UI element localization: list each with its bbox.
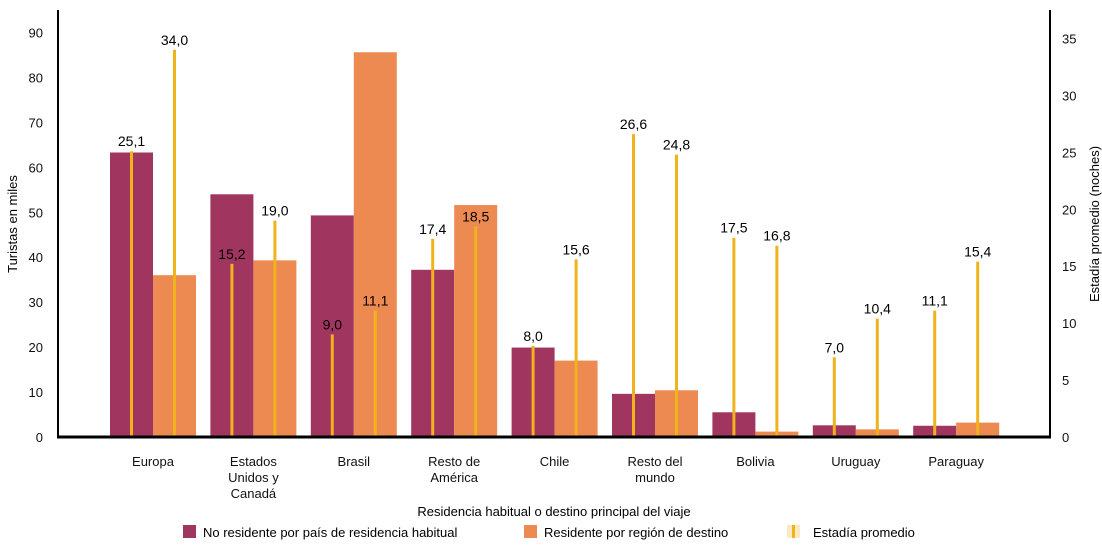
data-label-residente: 24,8 [663,137,690,153]
y2-tick-label: 35 [1062,31,1076,46]
y2-axis-title: Estadía promedio (noches) [1087,146,1102,302]
legend-swatch-residente [524,525,537,538]
y-tick-label: 70 [29,115,43,130]
y-tick-label: 20 [29,340,43,355]
y2-tick-label: 5 [1062,373,1069,388]
y2-tick-label: 20 [1062,202,1076,217]
y-tick-label: 0 [36,430,43,445]
data-label-no-residente: 17,5 [720,220,747,236]
data-label-no-residente: 17,4 [419,221,446,237]
y-tick-label: 90 [29,25,43,40]
y-tick-label: 60 [29,160,43,175]
data-label-residente: 18,5 [462,208,489,224]
x-tick-label: Estados [230,454,277,469]
data-label-no-residente: 11,1 [922,293,948,309]
data-label-no-residente: 8,0 [523,328,543,344]
x-tick-label: Unidos y [228,470,279,485]
x-tick-label: Paraguay [928,454,984,469]
data-label-no-residente: 25,1 [118,133,145,149]
y2-tick-label: 30 [1062,88,1076,103]
x-tick-label: Resto del [628,454,683,469]
y-tick-label: 40 [29,250,43,265]
y2-tick-label: 15 [1062,259,1076,274]
data-label-residente: 34,0 [161,32,188,48]
x-tick-label: Chile [540,454,570,469]
y2-tick-label: 25 [1062,145,1076,160]
data-label-no-residente: 15,2 [218,246,245,262]
x-tick-label: Bolivia [736,454,775,469]
y2-tick-label: 0 [1062,430,1069,445]
data-label-no-residente: 26,6 [620,116,647,132]
y-tick-label: 10 [29,385,43,400]
y-tick-label: 50 [29,205,43,220]
legend-label-residente: Residente por región de destino [544,525,728,540]
y-tick-label: 80 [29,70,43,85]
y-tick-label: 30 [29,295,43,310]
x-tick-label: América [430,470,478,485]
x-axis-title: Residencia habitual o destino principal … [417,504,690,519]
data-label-residente: 15,6 [562,241,589,257]
data-label-residente: 16,8 [763,228,790,244]
x-tick-label: Europa [132,454,175,469]
y-axis-title: Turistas en miles [5,175,20,273]
data-label-residente: 19,0 [261,203,288,219]
data-label-residente: 15,4 [964,244,991,260]
x-tick-label: mundo [635,470,675,485]
x-tick-label: Resto de [428,454,480,469]
x-tick-label: Uruguay [831,454,881,469]
x-tick-label: Canadá [231,486,277,501]
y2-tick-label: 10 [1062,316,1076,331]
data-label-residente: 10,4 [864,301,891,317]
legend-label-no-residente: No residente por país de residencia habi… [203,525,457,540]
data-label-residente: 11,1 [362,293,388,309]
x-tick-label: Brasil [338,454,371,469]
legend-swatch-no-residente [183,525,196,538]
data-label-no-residente: 9,0 [323,317,343,333]
data-label-no-residente: 7,0 [825,339,845,355]
legend-label-estadia: Estadía promedio [813,525,915,540]
